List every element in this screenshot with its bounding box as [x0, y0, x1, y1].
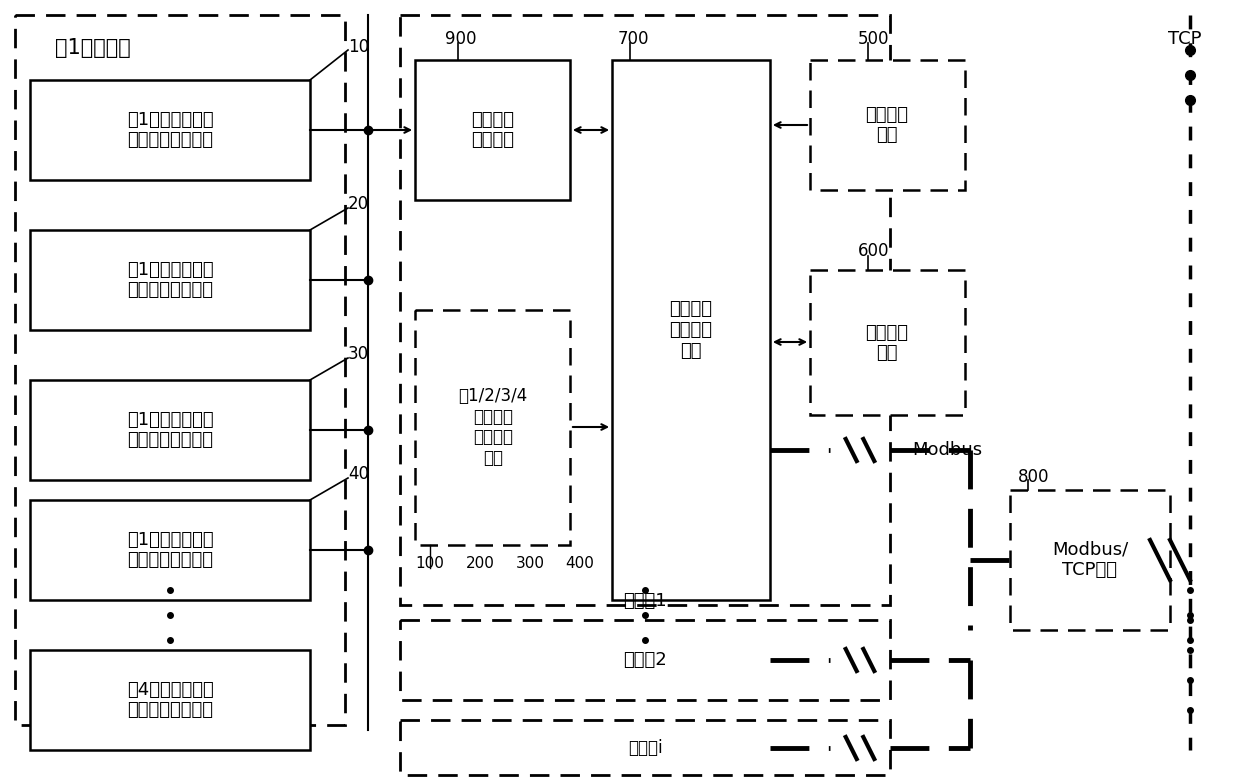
Bar — [30, 230, 310, 330]
Text: 第1/2/3/4
光伏组串
电流检测
模块: 第1/2/3/4 光伏组串 电流检测 模块 — [459, 387, 528, 467]
Text: 100: 100 — [415, 556, 444, 571]
Bar — [1011, 490, 1171, 630]
Text: 第1光伏组串第一
光伏组件检测模块: 第1光伏组串第一 光伏组件检测模块 — [126, 111, 213, 150]
Text: 300: 300 — [516, 556, 544, 571]
Bar — [415, 310, 570, 545]
Text: 直流载波
通信模块: 直流载波 通信模块 — [471, 111, 515, 150]
Bar — [15, 15, 345, 725]
Text: 700: 700 — [618, 30, 650, 48]
Text: 温度检测
模块: 温度检测 模块 — [866, 323, 909, 362]
Text: 第1光伏组串第三
光伏组件检测模块: 第1光伏组串第三 光伏组件检测模块 — [126, 411, 213, 449]
Bar — [401, 620, 890, 700]
Bar — [810, 60, 965, 190]
Text: Modbus/
TCP网关: Modbus/ TCP网关 — [1052, 541, 1128, 580]
Bar — [415, 60, 570, 200]
Text: 20: 20 — [348, 195, 370, 213]
Bar — [30, 380, 310, 480]
Text: 900: 900 — [445, 30, 476, 48]
Text: TCP: TCP — [1168, 30, 1202, 48]
Text: 汇流箱i: 汇流箱i — [627, 739, 662, 757]
Bar — [810, 270, 965, 415]
Text: 第1光伏组串第四
光伏组件检测模块: 第1光伏组串第四 光伏组件检测模块 — [126, 530, 213, 569]
Text: 30: 30 — [348, 345, 370, 363]
Text: 信号处理
通信主控
模块: 信号处理 通信主控 模块 — [670, 300, 713, 360]
Bar — [30, 500, 310, 600]
Text: 400: 400 — [565, 556, 594, 571]
Bar — [401, 15, 890, 605]
Text: Modbus: Modbus — [911, 441, 982, 459]
Text: 600: 600 — [858, 242, 889, 260]
Text: 汇流箱1: 汇流箱1 — [624, 592, 667, 610]
Text: 800: 800 — [1018, 468, 1049, 486]
Bar — [613, 60, 770, 600]
Text: 第1光伏组串: 第1光伏组串 — [55, 38, 130, 58]
Text: 200: 200 — [465, 556, 495, 571]
Text: 10: 10 — [348, 38, 370, 56]
Text: 汇流箱2: 汇流箱2 — [624, 651, 667, 669]
Text: 40: 40 — [348, 465, 370, 483]
Text: 电压检测
模块: 电压检测 模块 — [866, 106, 909, 144]
Text: 第1光伏组串第二
光伏组件检测模块: 第1光伏组串第二 光伏组件检测模块 — [126, 261, 213, 299]
Text: 第4光伏组串第四
光伏组件检测模块: 第4光伏组串第四 光伏组件检测模块 — [126, 681, 213, 719]
Text: 500: 500 — [858, 30, 889, 48]
Bar — [30, 650, 310, 750]
Bar — [30, 80, 310, 180]
Bar — [401, 720, 890, 775]
